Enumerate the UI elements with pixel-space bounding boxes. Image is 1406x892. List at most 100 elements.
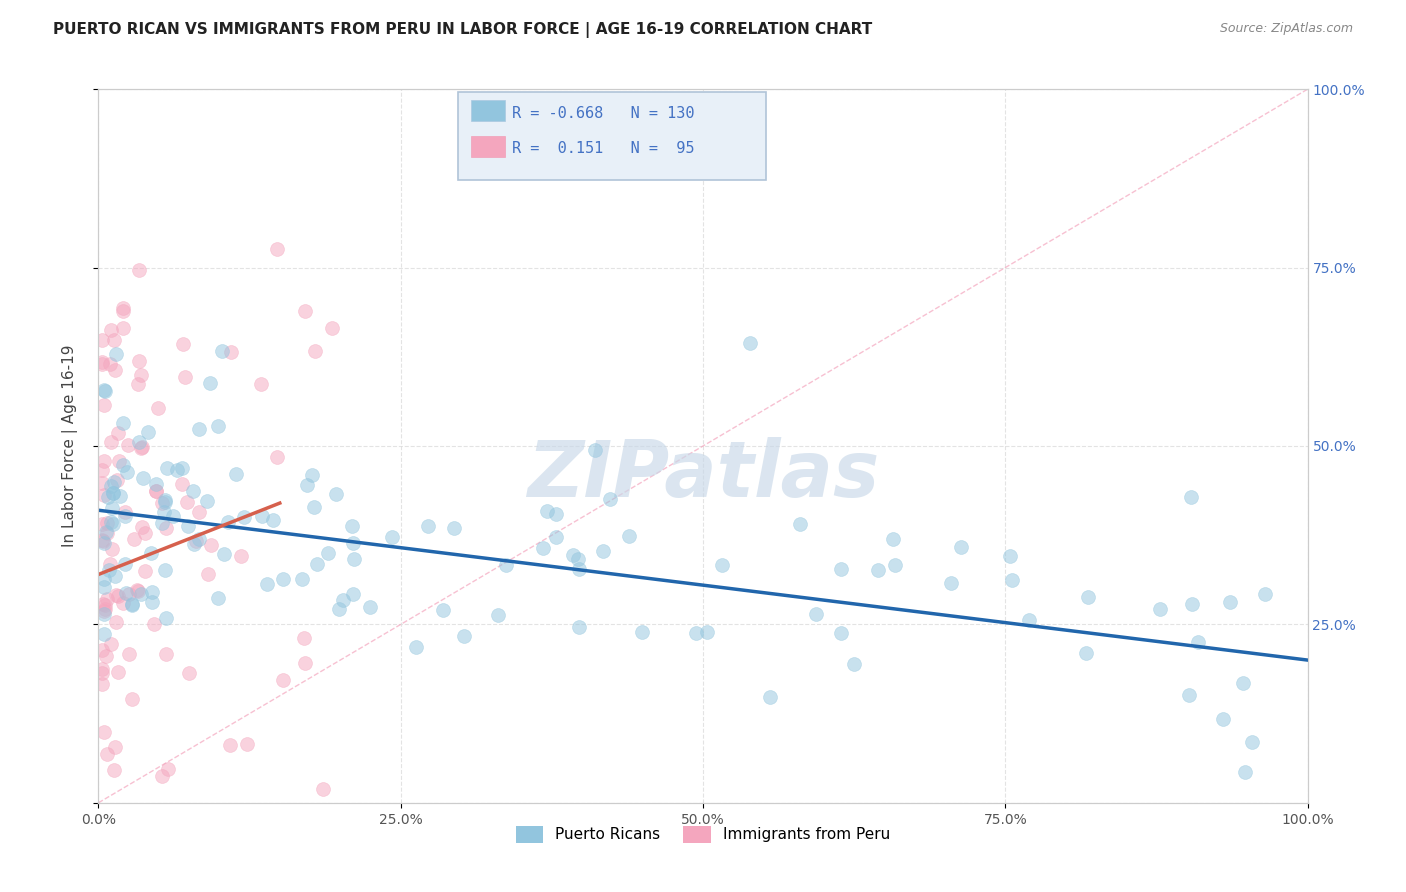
Legend: Puerto Ricans, Immigrants from Peru: Puerto Ricans, Immigrants from Peru — [509, 820, 897, 848]
Point — [685, 625, 707, 640]
Point — [884, 558, 907, 572]
Point — [198, 376, 221, 391]
Point — [1219, 595, 1241, 609]
Point — [94, 602, 117, 616]
Point — [91, 476, 114, 491]
Point — [1077, 590, 1099, 604]
Text: R =  0.151   N =  95: R = 0.151 N = 95 — [512, 142, 695, 156]
Point — [207, 591, 229, 606]
Point — [830, 562, 852, 576]
Point — [131, 440, 153, 454]
Point — [544, 507, 567, 521]
Point — [233, 510, 256, 524]
Point — [127, 583, 149, 598]
Point — [599, 492, 621, 507]
Point — [170, 476, 193, 491]
Text: R = -0.668   N = 130: R = -0.668 N = 130 — [512, 106, 695, 120]
Point — [114, 508, 136, 523]
Point — [100, 515, 122, 529]
Point — [1180, 490, 1202, 504]
Point — [128, 262, 150, 277]
Point — [432, 603, 454, 617]
Point — [342, 536, 364, 550]
Point — [94, 598, 117, 612]
Point — [96, 591, 118, 606]
Point — [1001, 573, 1024, 587]
Point — [166, 463, 188, 477]
Point — [301, 467, 323, 482]
Point — [111, 304, 134, 318]
Point — [100, 435, 122, 450]
Point — [340, 518, 363, 533]
Point — [117, 438, 139, 452]
Point — [157, 762, 180, 776]
Point — [325, 487, 347, 501]
Point — [91, 533, 114, 548]
Point — [98, 357, 121, 371]
Point — [195, 494, 218, 508]
Point — [225, 467, 247, 482]
Text: Source: ZipAtlas.com: Source: ZipAtlas.com — [1219, 22, 1353, 36]
Point — [1233, 765, 1256, 780]
Point — [104, 363, 127, 377]
Point — [114, 586, 136, 600]
Point — [219, 738, 242, 752]
Point — [211, 343, 233, 358]
Text: ZIPatlas: ZIPatlas — [527, 436, 879, 513]
Point — [91, 643, 114, 657]
Point — [188, 422, 211, 436]
Point — [177, 519, 200, 533]
Point — [155, 521, 177, 535]
Point — [112, 301, 135, 315]
Point — [302, 500, 325, 514]
Point — [91, 463, 114, 477]
Point — [486, 607, 509, 622]
Point — [150, 516, 173, 530]
Point — [91, 357, 114, 371]
Point — [212, 548, 235, 562]
Point — [93, 607, 115, 622]
Point — [94, 649, 117, 664]
Point — [316, 546, 339, 560]
Point — [1187, 635, 1209, 649]
Point — [495, 558, 517, 573]
Point — [145, 483, 167, 498]
Point — [101, 517, 124, 532]
Point — [91, 662, 114, 676]
Point — [96, 747, 118, 761]
Point — [114, 505, 136, 519]
Point — [359, 599, 381, 614]
Point — [583, 442, 606, 457]
Point — [103, 333, 125, 347]
Point — [176, 495, 198, 509]
Point — [1240, 734, 1263, 748]
Point — [950, 540, 973, 554]
Point — [842, 657, 865, 671]
Point — [343, 552, 366, 566]
Point — [294, 303, 316, 318]
Point — [1149, 601, 1171, 615]
Point — [567, 551, 589, 566]
Point — [127, 377, 149, 392]
Point — [544, 529, 567, 543]
Point — [105, 615, 128, 629]
Point — [91, 355, 114, 369]
Point — [101, 485, 124, 500]
Point — [112, 596, 135, 610]
Point — [221, 345, 243, 359]
Point — [145, 483, 167, 498]
Point — [804, 607, 827, 622]
Point — [256, 576, 278, 591]
Point — [107, 665, 129, 680]
Point — [93, 398, 115, 412]
Point — [105, 588, 128, 602]
Point — [294, 656, 316, 670]
Point — [1180, 597, 1202, 611]
Point — [91, 334, 114, 348]
Point — [93, 383, 115, 397]
Point — [121, 598, 143, 612]
Point — [273, 572, 295, 586]
Point — [107, 425, 129, 440]
Point — [738, 336, 761, 351]
Point — [128, 354, 150, 368]
